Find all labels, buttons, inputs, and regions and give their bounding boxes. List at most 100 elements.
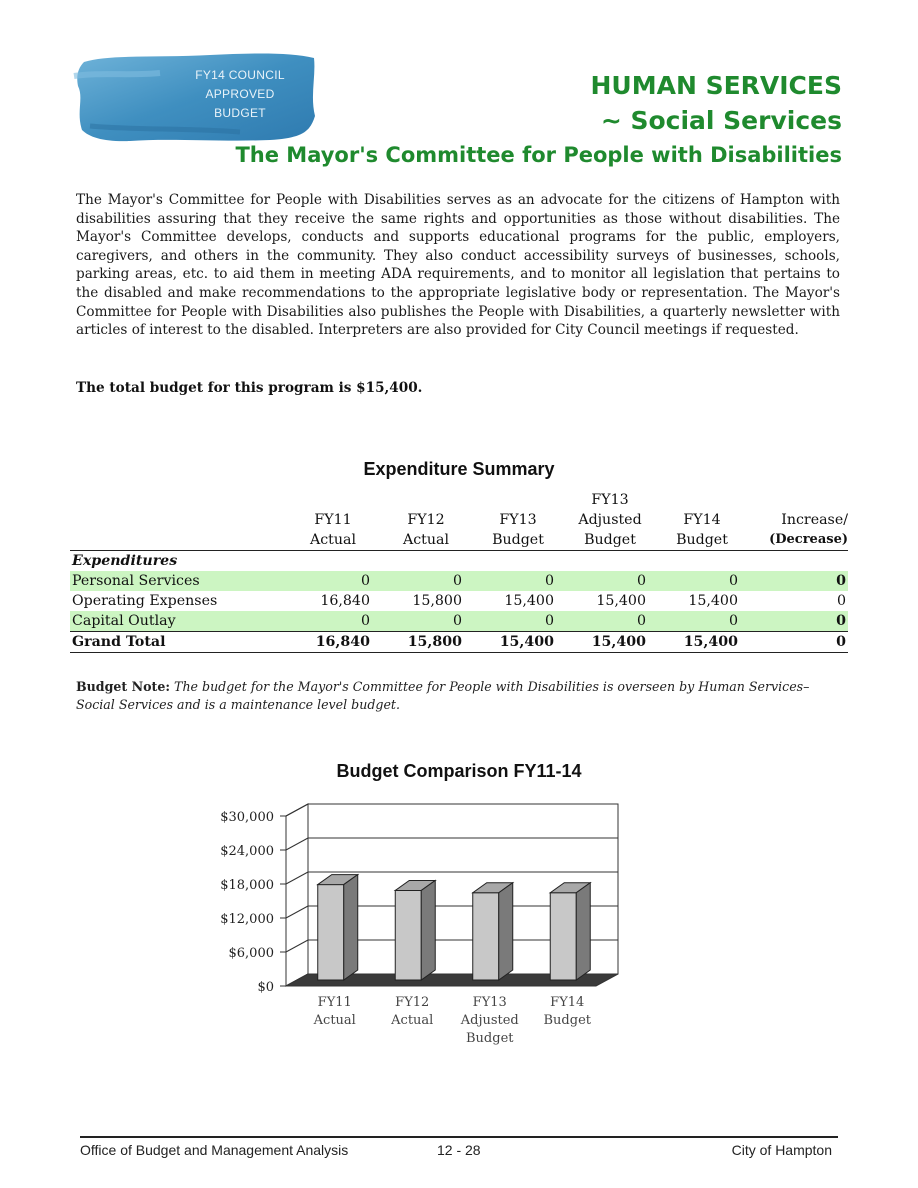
gridline-side [285, 837, 309, 851]
table-cell: 15,400 [564, 631, 656, 653]
table-cell: 16,840 [320, 593, 370, 609]
x-tick-label: FY12 [395, 995, 429, 1010]
table-cell: 0 [836, 593, 846, 609]
y-tick-label: $0 [257, 980, 274, 995]
x-tick-label: Adjusted [460, 1013, 519, 1028]
approved-budget-badge: FY14 COUNCIL APPROVED BUDGET [70, 46, 318, 146]
col3-line3: Budget [472, 530, 564, 551]
chart-floor [285, 973, 619, 987]
expenditure-summary-title: Expenditure Summary [363, 459, 555, 479]
y-tick-label: $6,000 [229, 946, 275, 961]
col4-line1: FY13 [591, 492, 629, 508]
col2-line1 [380, 490, 472, 510]
y-tick-label: $30,000 [220, 810, 274, 825]
table-cell: 0 [380, 611, 472, 632]
table-cell: 15,400 [656, 631, 748, 653]
header-row-1: FY13 [70, 490, 848, 510]
division-title: ~ Social Services [600, 106, 842, 135]
header-row-2: FY11 FY12 FY13 Adjusted FY14 Increase/ [70, 510, 848, 530]
footer-city: City of Hampton [731, 1142, 832, 1158]
col2-line3: Actual [380, 530, 472, 551]
col3-line1 [472, 490, 564, 510]
table-cell: 0 [286, 611, 380, 632]
table-row: Capital Outlay 0 0 0 0 0 0 [70, 611, 848, 632]
table-cell: 15,400 [504, 593, 554, 609]
department-title: HUMAN SERVICES [590, 71, 843, 100]
x-tick-label: Actual [313, 1013, 356, 1028]
gridline-side [285, 905, 309, 919]
brush-stroke-graphic [73, 53, 315, 142]
chart-side-wall [285, 803, 309, 987]
program-description: The Mayor's Committee for People with Di… [76, 192, 840, 339]
gridline-side [285, 871, 309, 885]
x-tick-label: Budget [544, 1013, 592, 1028]
col5-line3: Budget [656, 530, 748, 551]
col5-line1 [656, 490, 748, 510]
bar-2-front [394, 889, 422, 981]
bar-4-front [549, 892, 577, 981]
x-tick-label: FY11 [318, 995, 352, 1010]
col6-line1 [748, 490, 848, 510]
col3-line2: FY13 [499, 512, 537, 528]
col6-line2: Increase/ [781, 512, 848, 528]
gridline-side [285, 939, 309, 953]
header-row-3: Actual Actual Budget Budget Budget (Decr… [70, 530, 848, 551]
col1-line2: FY11 [314, 512, 352, 528]
footer-divider [80, 1136, 838, 1138]
col1-line1 [286, 490, 380, 510]
y-tick-label: $12,000 [220, 912, 274, 927]
x-tick-label: Budget [466, 1031, 514, 1046]
bar-3-front [472, 892, 500, 981]
table-cell: 0 [656, 611, 748, 632]
table-cell: 0 [472, 571, 564, 591]
badge-line-1: FY14 COUNCIL [195, 68, 285, 82]
x-tick-label: FY14 [550, 995, 584, 1010]
budget-comparison-chart: $0 $6,000 $12,000 $18,000 $24,000 $30,000 FY11… [220, 803, 619, 1046]
table-cell: 15,400 [472, 631, 564, 653]
table-cell: 0 [286, 571, 380, 591]
bar-3-side [498, 881, 514, 981]
table-cell: 0 [380, 571, 472, 591]
table-cell: 0 [564, 611, 656, 632]
bar-1-front [317, 884, 345, 981]
program-title: The Mayor's Committee for People with Di… [235, 143, 842, 167]
col6-line3: (Decrease) [748, 530, 848, 551]
col4-line2: Adjusted [578, 512, 642, 528]
budget-note: Budget Note: The budget for the Mayor's … [76, 678, 840, 714]
budget-note-text: The budget for the Mayor's Committee for… [76, 679, 810, 712]
department-heading: HUMAN SERVICES ~ Social Services [591, 68, 843, 138]
expenditure-summary-table: FY13 FY11 FY12 FY13 Adjusted FY14 Increa… [70, 490, 848, 653]
table-cell: 0 [748, 611, 848, 632]
col2-line2: FY12 [407, 512, 445, 528]
table-cell: 15,400 [688, 593, 738, 609]
col5-line2: FY14 [683, 512, 721, 528]
footer-page-number: 12 - 28 [437, 1142, 481, 1158]
row-label: Personal Services [70, 571, 286, 591]
footer-office: Office of Budget and Management Analysis [80, 1142, 349, 1158]
badge-line-3: BUDGET [214, 106, 266, 120]
total-budget-statement: The total budget for this program is $15… [76, 380, 423, 396]
table-cell: 0 [748, 571, 848, 591]
table-row: Personal Services 0 0 0 0 0 0 [70, 571, 848, 591]
row-label: Capital Outlay [70, 611, 286, 632]
x-tick-label: FY13 [473, 995, 507, 1010]
grand-total-row: Grand Total 16,840 15,800 15,400 15,400 … [70, 631, 848, 653]
table-cell: 0 [472, 611, 564, 632]
bar-2-side [420, 879, 436, 981]
table-cell: 15,800 [412, 593, 462, 609]
budget-note-label: Budget Note: [76, 679, 171, 694]
bar-1-side [343, 873, 359, 981]
table-cell: 0 [656, 571, 748, 591]
table-row: Operating Expenses 16,840 15,800 15,400 … [70, 591, 848, 611]
section-label: Expenditures [72, 553, 178, 569]
row-label: Operating Expenses [72, 593, 218, 609]
col1-line3: Actual [286, 530, 380, 551]
table-cell: 15,400 [596, 593, 646, 609]
table-cell: 0 [748, 631, 848, 653]
chart-title: Budget Comparison FY11-14 [336, 761, 582, 781]
y-tick-label: $24,000 [220, 844, 274, 859]
section-row: Expenditures [70, 551, 848, 572]
table-cell: 16,840 [286, 631, 380, 653]
y-tick-label: $18,000 [220, 878, 274, 893]
badge-line-2: APPROVED [205, 87, 275, 101]
